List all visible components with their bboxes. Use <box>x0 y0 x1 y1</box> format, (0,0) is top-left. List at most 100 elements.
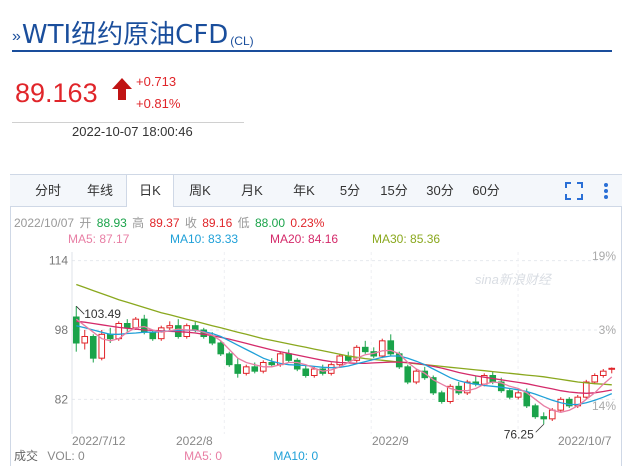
candle-up <box>582 381 590 398</box>
candle-up <box>548 409 556 420</box>
high-price-label: 103.49 <box>84 307 121 321</box>
candle-down <box>421 370 429 379</box>
candle-down <box>531 405 539 418</box>
candle-up <box>557 398 565 411</box>
candle-up <box>242 366 250 374</box>
ohlc-info: 2022/10/07 开 88.93 高 89.37 收 89.16 低 88.… <box>14 214 326 231</box>
more-vertical-icon[interactable] <box>596 181 616 201</box>
candle-up <box>378 340 386 357</box>
candle-up <box>98 333 106 359</box>
tab-30min[interactable]: 30分 <box>426 183 454 198</box>
high-marker-line <box>75 305 85 315</box>
page-title: WTI纽约原油CFD <box>21 20 229 50</box>
tab-60min[interactable]: 60分 <box>472 183 500 198</box>
ma10-legend: MA10: 83.33 <box>170 232 239 246</box>
x-tick-label: 2022/8 <box>176 434 213 446</box>
open-label: 开 <box>79 216 92 230</box>
candle-down <box>404 366 412 383</box>
candle-up <box>310 368 318 376</box>
y-tick-label: 82 <box>55 392 69 406</box>
candle-down <box>251 366 259 372</box>
ma30-line <box>76 283 612 386</box>
candle-down <box>438 392 446 402</box>
candle-down <box>234 364 242 374</box>
candle-up <box>183 325 191 337</box>
high-value: 89.37 <box>149 216 180 230</box>
candle-up <box>166 325 174 329</box>
candle-up <box>591 375 599 383</box>
ma20-legend: MA20: 84.16 <box>270 232 339 246</box>
y-tick-label: 114 <box>49 254 68 268</box>
double-chevron-icon: » <box>12 28 21 45</box>
candle-down <box>387 340 395 355</box>
candle-down <box>285 353 293 361</box>
candle-up <box>81 336 89 344</box>
tab-15min[interactable]: 15分 <box>380 183 408 198</box>
candle-up <box>463 381 471 394</box>
y-tick-label-right: 3% <box>599 323 617 337</box>
candlestick-chart[interactable]: sina新浪财经 114 98 82 19% 3% 14% 2022/7/12 2022/8 2… <box>10 246 622 446</box>
change-pct-value: 0.23% <box>290 216 325 230</box>
quote-panel: 89.163 +0.713 +0.81% <box>12 66 244 123</box>
vol-value: VOL: 0 <box>47 449 85 463</box>
y-tick-label-right: 14% <box>592 399 616 413</box>
low-marker-line <box>535 423 545 433</box>
candle-up <box>132 318 140 329</box>
low-label: 低 <box>237 216 250 230</box>
high-label: 高 <box>132 216 145 230</box>
candle-down <box>225 353 233 366</box>
tab-monthly-k[interactable]: 月K <box>241 183 263 198</box>
candle-up <box>157 327 165 340</box>
candle-down <box>302 368 310 376</box>
ohlc-date: 2022/10/07 <box>14 216 75 230</box>
y-tick-label-right: 19% <box>592 249 616 263</box>
candle-up <box>599 370 607 376</box>
symbol-code: (CL) <box>230 34 254 48</box>
price-change-percent: +0.81% <box>136 96 181 111</box>
candle-down <box>429 377 437 394</box>
tab-weekly-k[interactable]: 周K <box>189 183 211 198</box>
tab-daily-k[interactable]: 日K <box>126 175 174 207</box>
candle-down <box>540 416 548 420</box>
candle-down <box>149 331 157 340</box>
candle-up <box>608 367 616 370</box>
sina-watermark: sina新浪财经 <box>475 272 553 287</box>
candle-up <box>412 370 420 383</box>
ma5-legend: MA5: 87.17 <box>68 232 130 246</box>
tab-yearly-k[interactable]: 年K <box>293 183 315 198</box>
candle-up <box>446 385 454 402</box>
candle-down <box>565 398 573 407</box>
price-change: +0.713 <box>136 74 177 89</box>
low-price-label: 76.25 <box>504 427 534 441</box>
vol-ma5: MA5: 0 <box>184 449 223 463</box>
candle-down <box>361 346 369 353</box>
x-tick-label: 2022/10/7 <box>558 434 612 446</box>
tab-5min[interactable]: 5分 <box>339 183 361 198</box>
period-tabbar: 分时 年线 日K 周K 月K 年K 5分 15分 30分 60分 <box>10 175 622 207</box>
y-tick-label: 98 <box>55 323 69 337</box>
tab-intraday[interactable]: 分时 <box>34 183 61 198</box>
fullscreen-icon[interactable] <box>564 181 584 201</box>
low-value: 88.00 <box>254 216 285 230</box>
ma30-legend: MA30: 85.36 <box>372 232 441 246</box>
ma5-line <box>75 318 613 413</box>
page-header: » WTI纽约原油CFD (CL) <box>12 14 254 50</box>
title-divider <box>12 50 612 52</box>
open-value: 88.93 <box>96 216 127 230</box>
candle-up <box>336 355 344 366</box>
x-tick-label: 2022/7/12 <box>72 434 126 446</box>
candle-down <box>268 362 276 366</box>
vol-ma10: MA10: 0 <box>273 449 319 463</box>
candle-down <box>72 316 80 344</box>
quote-timestamp: 2022-10-07 18:00:46 <box>72 124 193 139</box>
candle-down <box>208 336 216 344</box>
candle-down <box>89 336 97 359</box>
tab-year-line[interactable]: 年线 <box>86 183 113 198</box>
candle-up <box>514 392 522 398</box>
candle-down <box>506 390 514 398</box>
x-tick-label: 2022/9 <box>372 434 409 446</box>
volume-legend: 成交 VOL: 0 MA5: 0 MA10: 0 <box>14 447 318 464</box>
candle-down <box>106 333 114 340</box>
volume-label: 成交 <box>14 449 39 463</box>
current-price: 89.163 <box>15 78 98 108</box>
